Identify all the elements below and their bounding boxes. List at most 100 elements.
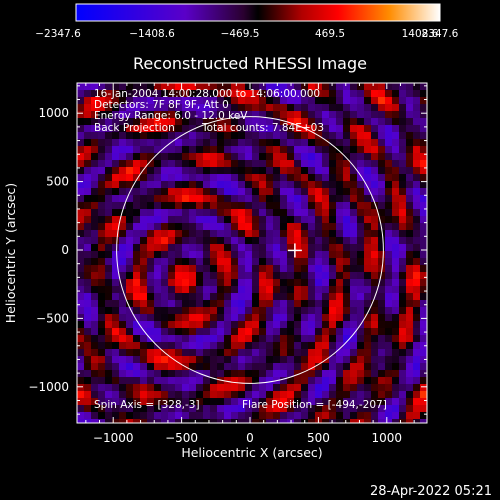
heatmap-cell [308,174,316,182]
heatmap-cell [287,391,295,399]
heatmap-cell [364,314,372,322]
heatmap-cell [315,258,323,266]
heatmap-cell [252,125,260,133]
heatmap-cell [196,293,204,301]
heatmap-cell [329,83,337,91]
heatmap-cell [140,167,148,175]
heatmap-cell [294,174,302,182]
heatmap-cell [336,118,344,126]
heatmap-cell [154,314,162,322]
heatmap-cell [168,244,176,252]
heatmap-cell [238,258,246,266]
heatmap-cell [133,181,141,189]
heatmap-cell [119,391,127,399]
heatmap-cell [77,300,85,308]
heatmap-cell [392,167,400,175]
heatmap-cell [252,265,260,273]
heatmap-cell [287,125,295,133]
heatmap-cell [315,370,323,378]
heatmap-cell [175,139,183,147]
heatmap-cell [364,258,372,266]
heatmap-cell [105,237,113,245]
heatmap-cell [126,209,134,217]
heatmap-cell [287,370,295,378]
heatmap-cell [119,188,127,196]
heatmap-cell [399,363,407,371]
heatmap-cell [189,160,197,168]
heatmap-cell [364,237,372,245]
heatmap-cell [147,300,155,308]
heatmap-cell [112,97,120,105]
heatmap-cell [231,391,239,399]
heatmap-cell [392,216,400,224]
heatmap-cell [112,307,120,315]
heatmap-cell [140,293,148,301]
heatmap-cell [336,419,344,423]
heatmap-cell [182,286,190,294]
heatmap-cell [385,328,393,336]
heatmap-cell [371,419,379,423]
heatmap-cell [161,321,169,329]
heatmap-cell [175,300,183,308]
heatmap-cell [294,300,302,308]
heatmap-cell [406,405,414,413]
heatmap-cell [182,125,190,133]
heatmap-cell [280,265,288,273]
heatmap-cell [343,307,351,315]
heatmap-cell [224,195,232,203]
heatmap-cell [161,293,169,301]
heatmap-cell [112,419,120,423]
heatmap-cell [133,216,141,224]
heatmap-cell [357,279,365,287]
heatmap-cell [266,391,274,399]
heatmap-cell [406,111,414,119]
heatmap-cell [231,363,239,371]
heatmap-cell [350,391,358,399]
heatmap-cell [357,342,365,350]
heatmap-cell [105,335,113,343]
heatmap-cell [203,181,211,189]
heatmap-cell [203,335,211,343]
heatmap-cell [154,321,162,329]
heatmap-cell [315,90,323,98]
heatmap-cell [112,174,120,182]
heatmap-cell [301,104,309,112]
heatmap-cell [406,118,414,126]
heatmap-cell [189,314,197,322]
heatmap-cell [126,146,134,154]
heatmap-cell [175,405,183,413]
heatmap-cell [315,377,323,385]
heatmap-cell [231,419,239,423]
heatmap-cell [161,146,169,154]
heatmap-cell [273,104,281,112]
heatmap-cell [154,237,162,245]
heatmap-cell [406,398,414,406]
heatmap-cell [105,265,113,273]
heatmap-cell [147,251,155,259]
heatmap-cell [266,251,274,259]
heatmap-cell [266,405,274,413]
heatmap-cell [119,97,127,105]
heatmap-cell [182,223,190,231]
heatmap-cell [105,118,113,126]
heatmap-cell [105,419,113,423]
heatmap-cell [399,300,407,308]
heatmap-cell [133,174,141,182]
heatmap-cell [238,356,246,364]
heatmap-cell [140,384,148,392]
heatmap-cell [196,118,204,126]
heatmap-cell [343,181,351,189]
heatmap-cell [252,132,260,140]
heatmap-cell [259,146,267,154]
heatmap-cell [378,370,386,378]
heatmap-cell [91,342,99,350]
heatmap-cell [308,202,316,210]
heatmap-cell [161,181,169,189]
heatmap-cell [245,272,253,280]
heatmap-cell [371,391,379,399]
heatmap-cell [322,307,330,315]
heatmap-cell [98,146,106,154]
heatmap-cell [371,118,379,126]
heatmap-cell [392,321,400,329]
heatmap-cell [371,167,379,175]
